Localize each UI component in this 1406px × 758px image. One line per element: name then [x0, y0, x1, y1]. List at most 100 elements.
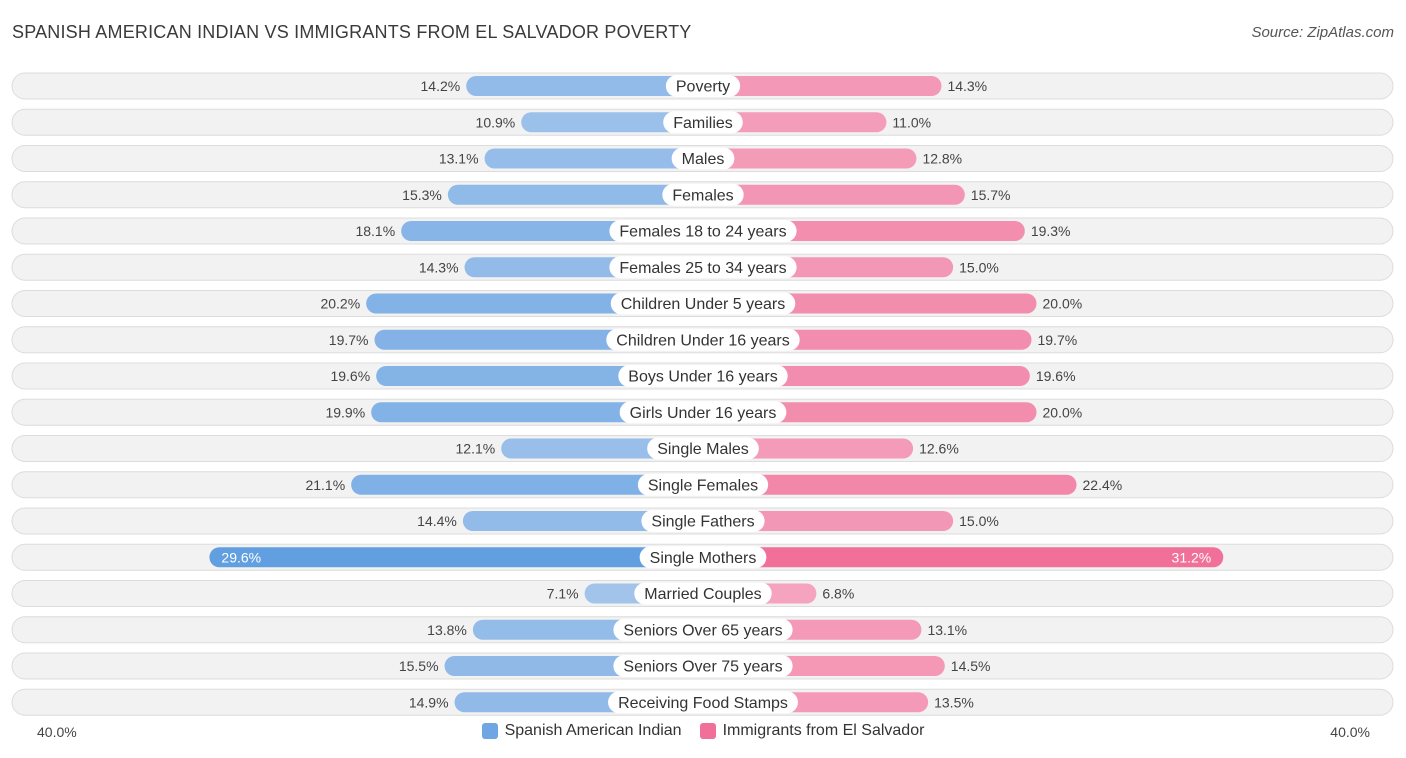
legend: Spanish American Indian Immigrants from …: [0, 722, 1406, 740]
chart-row: Females 18 to 24 years 18.1% 19.3%: [11, 217, 1394, 245]
bar-immigrants-from-el-salvador[interactable]: [703, 402, 1037, 423]
legend-swatch-blue: [481, 723, 498, 739]
category-label-pill: [618, 365, 788, 387]
category-label-pill: [637, 473, 769, 496]
value-label-left: 18.1%: [355, 223, 395, 239]
chart-row: Females 15.3% 15.7%: [11, 181, 1394, 209]
category-label-pill: [610, 292, 796, 315]
chart-row: Males 13.1% 12.8%: [11, 145, 1394, 172]
bar-immigrants-from-el-salvador[interactable]: [703, 547, 1224, 568]
chart-row: Seniors Over 65 years 13.8% 13.1%: [11, 616, 1394, 644]
category-label-pill: [606, 328, 800, 351]
category-label-pill: [634, 582, 772, 605]
category-label-pill: [647, 437, 759, 460]
value-label-left: 12.1%: [456, 441, 496, 457]
chart-row: Receiving Food Stamps 14.9% 13.5%: [11, 688, 1394, 716]
category-label: Children Under 5 years: [621, 296, 786, 313]
chart-row: Single Mothers 29.6% 31.2%: [11, 543, 1394, 571]
chart-row: Families 10.9% 11.0%: [11, 108, 1394, 136]
value-label-right: 12.6%: [919, 441, 959, 457]
value-label-left: 13.8%: [427, 622, 467, 638]
bar-spanish-american-indian[interactable]: [209, 547, 704, 568]
value-label-right: 15.7%: [971, 187, 1011, 203]
value-label-right: 13.5%: [934, 694, 974, 710]
category-label-pill: [613, 655, 793, 677]
legend-item-spanish-american-indian[interactable]: Spanish American Indian: [481, 722, 682, 740]
category-label: Girls Under 16 years: [630, 405, 777, 422]
category-label: Children Under 16 years: [616, 332, 789, 349]
chart-title: SPANISH AMERICAN INDIAN VS IMMIGRANTS FR…: [12, 22, 692, 42]
bar-spanish-american-indian[interactable]: [521, 112, 703, 133]
value-label-left: 15.5%: [399, 658, 439, 674]
category-label: Males: [682, 151, 725, 168]
bar-spanish-american-indian[interactable]: [484, 148, 703, 169]
legend-label: Immigrants from El Salvador: [722, 722, 925, 739]
bar-immigrants-from-el-salvador[interactable]: [703, 148, 917, 169]
category-label-pill: [662, 183, 744, 206]
value-label-left: 29.6%: [221, 549, 261, 565]
value-label-left: 19.7%: [329, 332, 369, 348]
category-label: Poverty: [676, 79, 730, 96]
legend-item-immigrants-from-el-salvador[interactable]: Immigrants from El Salvador: [699, 722, 925, 740]
value-label-right: 31.2%: [1172, 549, 1212, 565]
value-label-right: 19.3%: [1031, 223, 1071, 239]
bar-spanish-american-indian[interactable]: [371, 402, 703, 423]
category-label-pill: [609, 256, 797, 279]
category-label-pill: [608, 691, 798, 714]
value-label-left: 21.1%: [305, 477, 345, 493]
value-label-right: 14.5%: [951, 658, 991, 674]
bar-immigrants-from-el-salvador[interactable]: [703, 184, 965, 205]
chart-row: Poverty 14.2% 14.3%: [11, 72, 1394, 100]
value-label-right: 15.0%: [959, 513, 999, 529]
category-label-pill: [613, 618, 793, 641]
category-label: Females 25 to 34 years: [619, 260, 786, 277]
bar-immigrants-from-el-salvador[interactable]: [703, 112, 887, 133]
chart-row: Single Fathers 14.4% 15.0%: [11, 507, 1394, 535]
category-label: Receiving Food Stamps: [618, 695, 788, 712]
category-label-pill: [671, 147, 735, 170]
bar-immigrants-from-el-salvador[interactable]: [703, 76, 942, 96]
legend-label: Spanish American Indian: [504, 722, 682, 739]
chart-row: Boys Under 16 years 19.6% 19.6%: [11, 362, 1394, 390]
value-label-right: 15.0%: [959, 259, 999, 275]
bar-spanish-american-indian[interactable]: [351, 474, 703, 495]
chart-row: Children Under 5 years 20.2% 20.0%: [11, 290, 1394, 317]
value-label-left: 14.2%: [421, 78, 461, 94]
axis-right-label: 40.0%: [1330, 724, 1370, 740]
category-label: Single Males: [657, 441, 749, 458]
chart-row: Single Males 12.1% 12.6%: [11, 435, 1394, 462]
chart-row: Females 25 to 34 years 14.3% 15.0%: [11, 253, 1394, 281]
value-label-right: 13.1%: [927, 622, 967, 638]
bar-spanish-american-indian[interactable]: [447, 184, 703, 205]
value-label-right: 19.6%: [1036, 368, 1076, 384]
value-label-left: 15.3%: [402, 187, 442, 203]
bar-spanish-american-indian[interactable]: [466, 76, 703, 96]
value-label-left: 20.2%: [320, 296, 360, 312]
value-label-right: 6.8%: [822, 586, 854, 602]
category-label: Boys Under 16 years: [628, 369, 777, 386]
value-label-right: 22.4%: [1083, 477, 1123, 493]
bar-immigrants-from-el-salvador[interactable]: [703, 511, 954, 531]
category-label-pill: [665, 75, 741, 97]
value-label-left: 14.9%: [409, 694, 449, 710]
value-label-left: 14.4%: [417, 513, 457, 529]
category-label-pill: [609, 220, 797, 242]
axis-left-label: 40.0%: [37, 724, 77, 740]
bar-immigrants-from-el-salvador[interactable]: [703, 474, 1077, 495]
category-label-pill: [639, 546, 767, 569]
value-label-right: 20.0%: [1043, 404, 1083, 420]
category-label-pill: [641, 510, 765, 532]
category-label: Females 18 to 24 years: [619, 224, 786, 241]
value-label-right: 11.0%: [892, 114, 931, 130]
category-label: Married Couples: [644, 586, 761, 603]
category-label: Seniors Over 65 years: [623, 622, 782, 639]
source-note: Source: ZipAtlas.com: [1251, 24, 1394, 41]
category-label: Single Females: [648, 477, 758, 494]
value-label-left: 10.9%: [476, 114, 516, 130]
value-label-left: 7.1%: [547, 586, 579, 602]
chart-row: Girls Under 16 years 19.9% 20.0%: [11, 398, 1394, 426]
value-label-right: 20.0%: [1043, 296, 1083, 312]
chart-row: Seniors Over 75 years 15.5% 14.5%: [11, 652, 1394, 680]
legend-swatch-pink: [699, 723, 716, 739]
value-label-left: 19.9%: [325, 404, 365, 420]
